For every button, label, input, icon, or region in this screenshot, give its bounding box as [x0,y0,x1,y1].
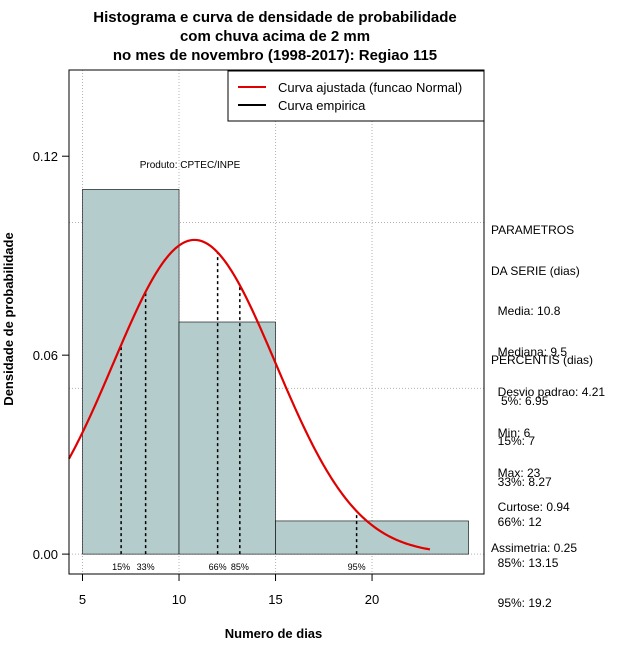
stats-shape: Curtose: 0.94 Assimetria: 0.25 [491,474,577,569]
stats-line: Desvio padrao: 4.21 [491,385,606,399]
product-annotation: Produto: CPTEC/INPE [140,160,241,171]
stats-line: DA SERIE (dias) [491,263,580,278]
chart-title: Histograma e curva de densidade de proba… [93,9,456,26]
normal-curve [68,238,431,551]
stats-line: Curtose: 0.94 [491,500,570,514]
stats-line: 5%: 6.95 [491,393,549,408]
stats-line: Min: 6 [491,425,531,440]
percentile-label: 85% [231,562,249,572]
legend-box [227,70,485,122]
histogram-bar [178,321,276,555]
stats-line: 95%: 19.2 [491,596,552,610]
stats-line: 33%: 8.27 [491,474,552,489]
stats-line: Media: 10.8 [491,304,561,318]
stats-line: 15%: 7 [491,434,536,448]
percentile-label: 66% [209,562,227,572]
y-tick-label: 0.06 [33,348,58,363]
chart-title: com chuva acima de 2 mm [180,28,370,45]
stats-line: Max: 23 [491,466,541,480]
stats-line: 66%: 12 [491,515,542,529]
percentile-label: 33% [137,562,155,572]
percentile-label: 95% [348,562,366,572]
stats-line: Assimetria: 0.25 [491,540,578,555]
chart-title: no mes de novembro (1998-2017): Regiao 1… [113,47,437,64]
x-axis-label: Numero de dias [225,626,323,641]
stats-percentis: PERCENTIS (dias) 5%: 6.95 15%: 7 33%: 8.… [491,327,593,624]
stats-line: Mediana: 9.5 [491,344,568,359]
y-tick-label: 0.12 [33,149,58,164]
x-tick-label: 15 [268,592,282,607]
histogram-bar [82,189,180,555]
stats-line: 85%: 13.15 [491,555,559,570]
percentile-label: 15% [112,562,130,572]
legend-label: Curva empirica [278,98,366,113]
x-tick-label: 10 [172,592,186,607]
x-tick-label: 20 [365,592,379,607]
stats-line: PERCENTIS (dias) [491,353,594,367]
stats-parametros: PARAMETROS DA SERIE (dias) Media: 10.8 M… [491,197,605,494]
x-tick-label: 5 [79,592,86,607]
stats-line: PARAMETROS [491,223,575,237]
legend-label: Curva ajustada (funcao Normal) [278,80,462,95]
y-axis-label: Densidade de probabilidade [1,232,16,405]
y-tick-label: 0.00 [33,547,58,562]
